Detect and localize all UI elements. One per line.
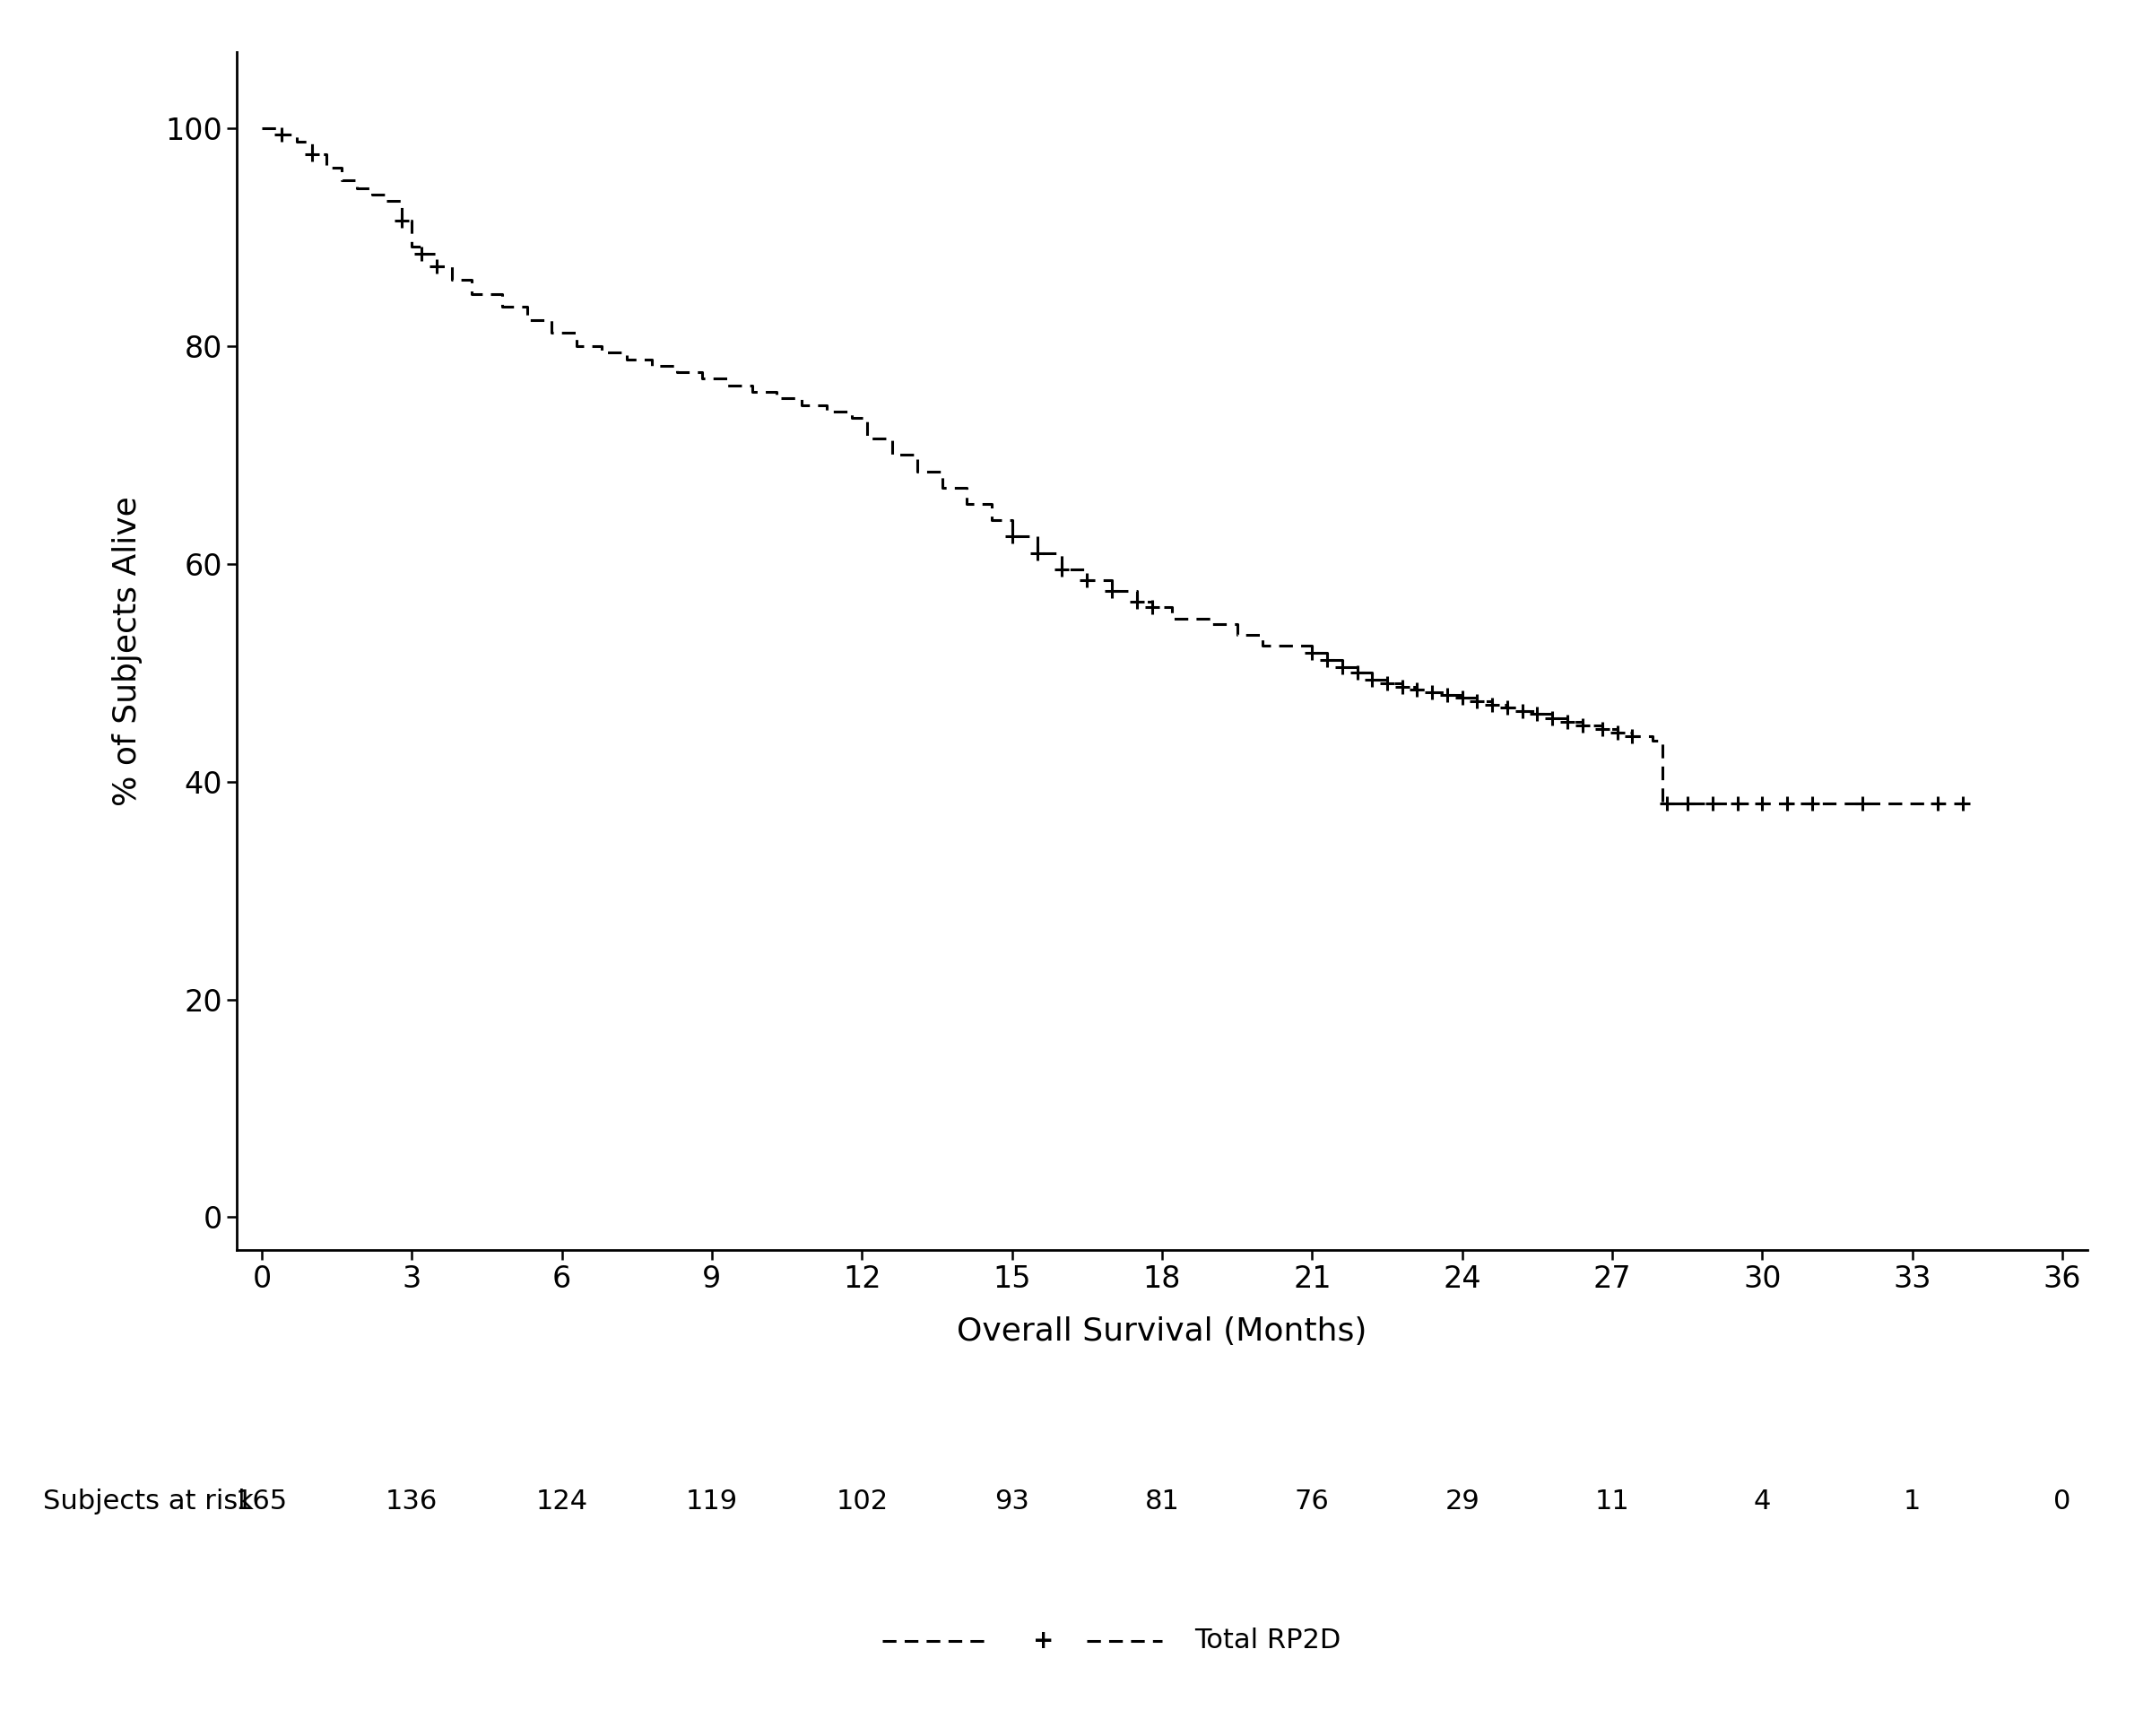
Text: 1: 1 (1905, 1489, 1922, 1514)
Text: +: + (1033, 1628, 1054, 1653)
Y-axis label: % of Subjects Alive: % of Subjects Alive (112, 496, 142, 806)
Text: 11: 11 (1595, 1489, 1629, 1514)
Text: 136: 136 (385, 1489, 437, 1514)
Text: Total RP2D: Total RP2D (1194, 1628, 1341, 1653)
Text: Subjects at risk: Subjects at risk (43, 1489, 254, 1514)
Text: 124: 124 (536, 1489, 587, 1514)
Text: 102: 102 (835, 1489, 889, 1514)
Text: 165: 165 (237, 1489, 288, 1514)
Text: 119: 119 (686, 1489, 738, 1514)
X-axis label: Overall Survival (Months): Overall Survival (Months) (958, 1316, 1367, 1347)
Text: 76: 76 (1296, 1489, 1330, 1514)
Text: 81: 81 (1145, 1489, 1179, 1514)
Text: 0: 0 (2053, 1489, 2070, 1514)
Text: 93: 93 (994, 1489, 1029, 1514)
Text: 29: 29 (1444, 1489, 1481, 1514)
Text: 4: 4 (1754, 1489, 1771, 1514)
